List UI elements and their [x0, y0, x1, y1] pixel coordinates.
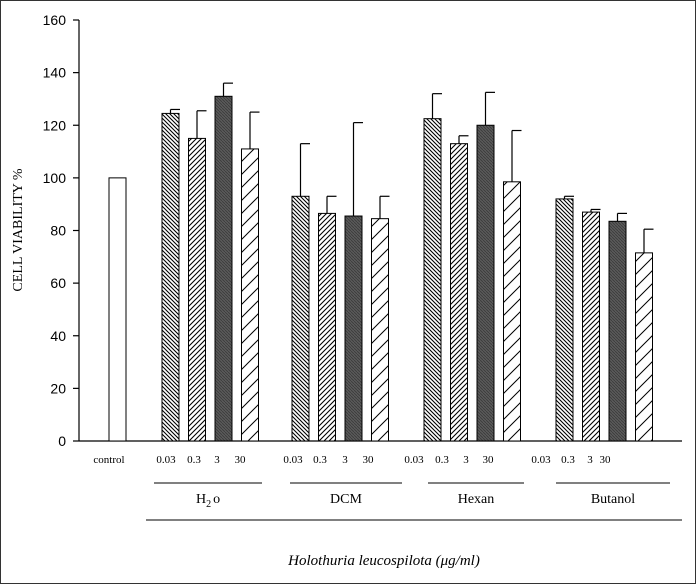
y-tick-label: 60 [50, 275, 66, 291]
bar [582, 211, 600, 442]
bar [214, 95, 233, 442]
bar [161, 112, 180, 442]
x-tick-label: 0.03 [156, 454, 176, 466]
bar [188, 137, 206, 442]
x-tick-label: 0.3 [313, 454, 327, 466]
x-tick-label: 30 [363, 454, 375, 466]
x-tick-label: 30 [483, 454, 495, 466]
group-label: Hexan [458, 492, 495, 507]
x-tick-label: 3 [463, 454, 469, 466]
bar [318, 212, 336, 442]
bar [476, 124, 495, 442]
bar [344, 215, 363, 442]
bar [635, 252, 653, 442]
x-tick-label: 0.3 [435, 454, 449, 466]
group-label: H2 o [196, 492, 220, 510]
x-tick-label: 30 [600, 454, 612, 466]
x-axis-label: Holothuria leucospilota (μg/ml) [287, 553, 480, 569]
bar [291, 195, 310, 442]
x-tick-label: 0.03 [531, 454, 551, 466]
y-tick-label: 80 [50, 223, 66, 239]
x-tick-label: 3 [342, 454, 348, 466]
y-tick-label: 20 [50, 380, 66, 396]
y-axis-label: CELL VIABILITY % [11, 168, 26, 291]
group-labels: H2 o DCM Hexan Butanol [154, 482, 670, 510]
bar [503, 181, 521, 442]
bars [108, 95, 653, 442]
bar [423, 118, 442, 442]
x-tick-labels: control 0.03 0.3 3 30 0.03 0.3 3 30 0.03 0.3 3 30 0.0… [93, 454, 611, 466]
bar [608, 220, 627, 442]
group-label: DCM [330, 492, 362, 507]
bar [371, 218, 389, 442]
y-ticks: 0 20 40 60 80 100 120 140 160 [43, 12, 79, 449]
x-tick-label: 30 [235, 454, 247, 466]
bar [555, 198, 574, 442]
x-tick-label: 0.03 [283, 454, 303, 466]
y-tick-label: 0 [58, 433, 66, 449]
group-label: Butanol [591, 492, 635, 507]
y-tick-label: 40 [50, 328, 66, 344]
x-tick-label: 0.3 [187, 454, 201, 466]
x-tick-label: 3 [214, 454, 220, 466]
x-tick-label: 0.3 [561, 454, 575, 466]
bar [241, 148, 259, 442]
y-tick-label: 140 [43, 65, 67, 81]
x-tick-label-control: control [93, 454, 124, 466]
y-tick-label: 100 [43, 170, 67, 186]
y-tick-label: 120 [43, 117, 67, 133]
bar-control [108, 177, 127, 442]
x-tick-label: 0.03 [404, 454, 424, 466]
bar [450, 143, 468, 442]
x-tick-label: 3 [587, 454, 593, 466]
y-tick-label: 160 [43, 12, 67, 28]
error-bars [169, 82, 654, 253]
